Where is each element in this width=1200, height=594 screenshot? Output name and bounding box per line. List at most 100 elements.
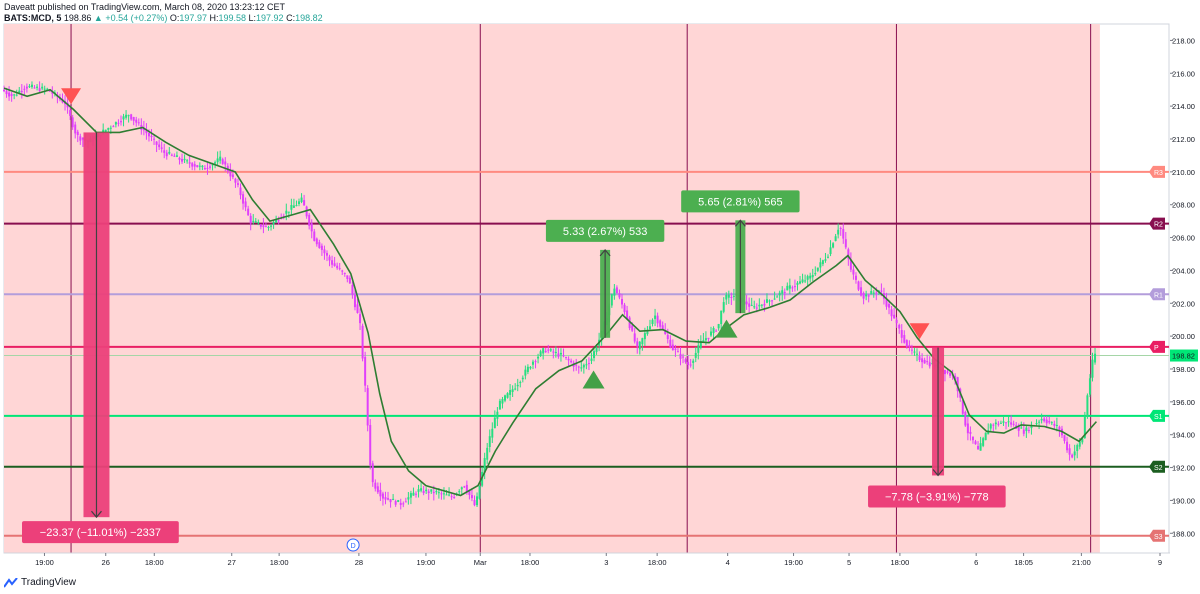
candle-body — [348, 277, 351, 284]
candle-body — [295, 205, 298, 207]
candle-body — [1068, 448, 1071, 455]
candle-body — [153, 138, 156, 140]
candle-body — [539, 351, 542, 356]
candle-body — [420, 488, 423, 491]
candle-body — [837, 229, 840, 235]
price-axis[interactable] — [1170, 24, 1200, 553]
candle-body — [636, 341, 639, 347]
candle-body — [676, 351, 679, 353]
candle-body — [712, 328, 715, 334]
candle-body — [956, 377, 959, 392]
candle-body — [1012, 423, 1015, 425]
trade-label-box — [868, 485, 1006, 508]
candle-body — [821, 260, 824, 265]
candle-body — [506, 393, 509, 398]
x-tick-label: 4 — [726, 558, 730, 567]
candle-body — [323, 249, 326, 254]
candle-body — [254, 221, 257, 223]
level-tag-label: S3 — [1154, 534, 1163, 541]
candle-body — [801, 279, 804, 283]
candle-body — [771, 300, 774, 302]
candle-body — [432, 491, 435, 494]
candle-body — [570, 360, 573, 363]
candle-body — [234, 178, 237, 183]
candle-body — [949, 372, 952, 376]
candle-body — [132, 117, 135, 121]
candle-body — [872, 292, 875, 294]
candle-body — [343, 272, 346, 274]
candle-body — [201, 165, 204, 168]
candle-body — [516, 384, 519, 387]
candle-body — [923, 359, 926, 364]
x-tick-label: 18:00 — [648, 558, 667, 567]
candle-body — [918, 356, 921, 361]
candle-body — [259, 224, 262, 227]
candle-body — [1005, 422, 1008, 424]
candle-body — [699, 340, 702, 348]
candle-body — [206, 167, 209, 169]
candle-body — [1022, 429, 1025, 434]
candle-body — [722, 302, 725, 312]
candle-body — [880, 290, 883, 292]
candle-body — [999, 422, 1002, 424]
candle-body — [773, 298, 776, 300]
price-change: +0.54 (+0.27%) — [105, 13, 168, 23]
candle-body — [1078, 441, 1081, 447]
candle-body — [5, 91, 8, 95]
candle-body — [641, 338, 644, 345]
candle-body — [1053, 423, 1056, 426]
candle-body — [862, 293, 865, 299]
candle-body — [1094, 353, 1097, 363]
candle-body — [847, 249, 850, 259]
candle-body — [521, 377, 524, 380]
candle-body — [333, 263, 336, 266]
x-tick-label: 9 — [1158, 558, 1162, 567]
candle-body — [684, 359, 687, 363]
candle-body — [359, 314, 362, 324]
candle-body — [384, 497, 387, 500]
candle-body — [547, 349, 550, 351]
candle-body — [567, 358, 570, 361]
candle-body — [181, 159, 184, 162]
candle-body — [1043, 418, 1046, 422]
candle-body — [160, 147, 163, 149]
candle-body — [351, 284, 354, 295]
candle-body — [374, 482, 377, 489]
candle-body — [399, 502, 402, 505]
dividend-marker[interactable] — [346, 538, 360, 552]
candle-body — [727, 294, 730, 298]
candle-body — [483, 458, 486, 473]
candle-body — [249, 215, 252, 224]
candle-body — [150, 135, 153, 138]
x-tick-label: 21:00 — [1072, 558, 1091, 567]
candle-body — [921, 358, 924, 363]
candle-body — [341, 270, 344, 272]
candle-body — [224, 161, 227, 165]
candle-body — [10, 94, 13, 97]
candle-body — [435, 491, 438, 493]
candle-body — [300, 197, 303, 203]
candle-body — [1020, 427, 1023, 429]
candle-body — [338, 268, 341, 270]
candle-body — [885, 298, 888, 307]
candle-body — [36, 86, 39, 88]
candle-body — [23, 88, 26, 90]
candle-body — [870, 290, 873, 295]
candle-body — [1073, 451, 1076, 456]
candle-body — [191, 163, 194, 167]
candle-body — [804, 280, 807, 282]
candle-body — [325, 253, 328, 256]
tradingview-footer[interactable]: TradingView — [4, 577, 76, 588]
publish-line: Daveatt published on TradingView.com, Ma… — [4, 2, 286, 12]
x-tick-label: 18:05 — [1014, 558, 1033, 567]
candle-body — [654, 315, 657, 319]
candle-body — [659, 320, 662, 327]
sell-signal-icon — [61, 88, 82, 105]
candle-body — [984, 432, 987, 441]
candle-body — [18, 90, 21, 94]
y-tick-label: 196.00 — [1172, 398, 1195, 407]
candle-body — [753, 306, 756, 308]
candle-body — [974, 441, 977, 445]
candle-body — [397, 500, 400, 502]
